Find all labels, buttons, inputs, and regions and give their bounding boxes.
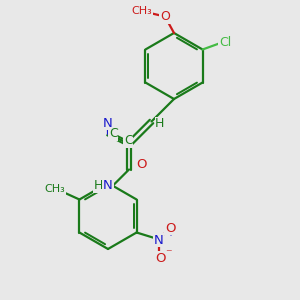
Text: N: N	[154, 233, 164, 247]
Text: H: H	[155, 117, 165, 130]
Text: +: +	[166, 228, 174, 238]
Text: O: O	[155, 251, 166, 265]
Text: C: C	[124, 134, 133, 147]
Text: O: O	[160, 10, 170, 23]
Text: ⁻: ⁻	[165, 248, 172, 260]
Text: Cl: Cl	[219, 35, 231, 49]
Text: N: N	[103, 179, 113, 192]
Text: O: O	[165, 222, 175, 235]
Text: C: C	[109, 127, 118, 140]
Text: H: H	[93, 179, 103, 192]
Text: O: O	[136, 158, 147, 172]
Text: CH₃: CH₃	[131, 6, 152, 16]
Text: N: N	[103, 116, 112, 130]
Text: CH₃: CH₃	[44, 184, 65, 194]
